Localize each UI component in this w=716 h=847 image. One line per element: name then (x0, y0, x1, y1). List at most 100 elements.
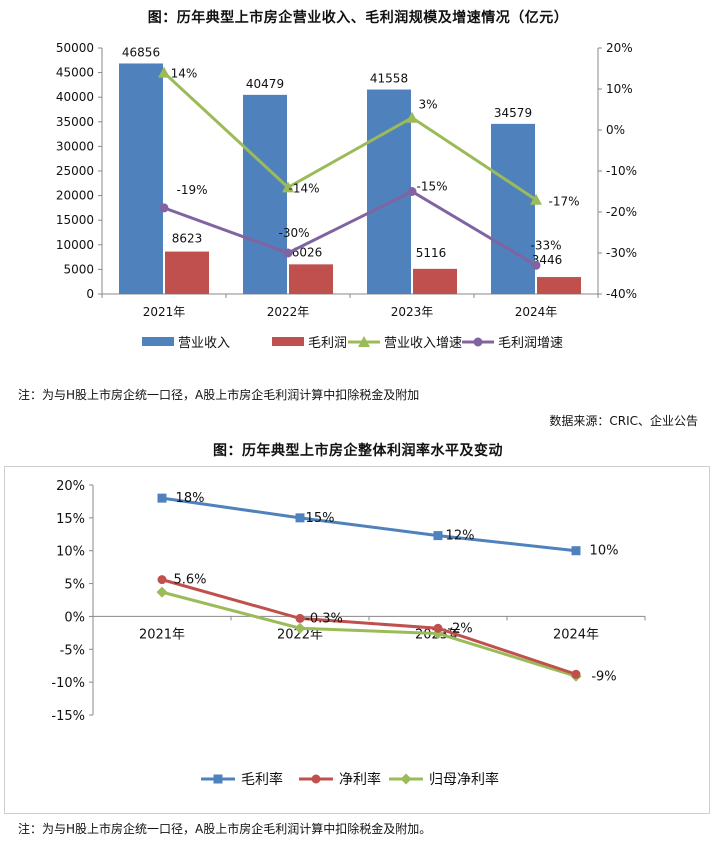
gross-margin-label: 18% (176, 491, 205, 506)
chart1-category-label: 2021年 (143, 305, 186, 319)
chart1-left-tick-label: 5000 (63, 262, 94, 276)
gross-profit-growth-label: -33% (530, 238, 561, 252)
chart1-left-tick-label: 50000 (56, 41, 94, 55)
net-margin-point (433, 623, 443, 633)
revenue-bar-label: 34579 (494, 106, 532, 120)
chart2-legend-marker (213, 774, 223, 784)
revenue-growth-point (530, 193, 542, 205)
net-margin-label: -9% (591, 669, 616, 684)
revenue-bar (243, 94, 287, 294)
chart2-y-tick-label: -5% (60, 643, 85, 658)
gross-profit-growth-point (531, 260, 541, 270)
data-source: 数据来源：CRIC、企业公告 (549, 414, 698, 428)
net-margin-label: -0.3% (305, 611, 343, 626)
chart1-revenue-profit: 0 5000 10000 15000 20000 25000 30000 35000 40000… (56, 41, 637, 351)
chart1-left-tick-label: 30000 (56, 139, 94, 153)
gross-profit-growth-label: -19% (176, 183, 207, 197)
chart1-left-tick-label: 25000 (56, 164, 94, 178)
chart1-left-tick-label: 40000 (56, 90, 94, 104)
revenue-growth-point (406, 111, 418, 123)
gross-margin-label: 12% (446, 529, 475, 544)
chart1-title: 图：历年典型上市房企营业收入、毛利润规模及增速情况（亿元） (147, 10, 569, 26)
revenue-growth-point (158, 66, 170, 78)
gross-profit-bar (537, 277, 581, 294)
revenue-growth-label: 3% (418, 98, 437, 112)
net-margin-point (157, 575, 167, 585)
revenue-bar-label: 41558 (370, 72, 408, 86)
chart1-left-tick-label: 0 (86, 287, 94, 301)
chart1-right-tick-label: 20% (606, 41, 633, 55)
chart2-y-tick-label: 20% (56, 479, 85, 494)
net-margin-line (161, 578, 577, 676)
chart2-legend-marker (400, 773, 412, 785)
gross-profit-growth-label: -30% (278, 226, 309, 240)
chart1-legend-label: 营业收入增速 (384, 336, 462, 351)
chart2-title: 图：历年典型上市房企整体利润率水平及变动 (213, 443, 503, 459)
gross-margin-label: 10% (590, 544, 619, 559)
gross-profit-bar-label: 5116 (416, 246, 447, 260)
gross-profit-bar (165, 251, 209, 294)
gross-profit-growth-point (159, 203, 169, 213)
revenue-bar (491, 123, 535, 294)
revenue-growth-point (282, 181, 294, 193)
chart1-right-tick-label: 0% (606, 123, 625, 137)
chart1-left-tick-label: 20000 (56, 189, 94, 203)
chart2-legend-label: 毛利率 (241, 771, 283, 788)
chart2-frame: -15%-10%-5%0%5%10%15%20%2021年2022年2023年2… (4, 466, 710, 814)
chart2-category-label: 2022年 (277, 627, 323, 642)
revenue-growth-line (162, 71, 537, 201)
chart1-category-label: 2023年 (391, 305, 434, 319)
chart1-legend-swatch (142, 337, 174, 346)
chart1-legend-label: 毛利润 (308, 336, 347, 351)
chart1-category-label: 2024年 (515, 305, 558, 319)
gross-margin-point (157, 493, 167, 503)
note-1: 注：为与H股上市房企统一口径，A股上市房企毛利润计算中扣除税金及附加 (18, 388, 420, 402)
chart2-legend-marker (311, 774, 321, 784)
gross-profit-growth-point (407, 187, 417, 196)
net-margin-point (571, 669, 581, 679)
chart1-left-tick-label: 45000 (56, 66, 94, 80)
gross-margin-point (571, 546, 581, 556)
revenue-bar-label: 46856 (122, 45, 160, 59)
parent-net-margin-line (161, 590, 577, 678)
gross-profit-bar (289, 264, 333, 294)
chart1-left-tick-label: 15000 (56, 213, 94, 227)
gross-profit-growth-label: -15% (416, 180, 447, 194)
note-2: 注：为与H股上市房企统一口径，A股上市房企毛利润计算中扣除税金及附加。 (18, 822, 432, 836)
revenue-growth-label: -17% (548, 195, 579, 209)
revenue-bar (119, 63, 163, 295)
gross-profit-growth-line (163, 189, 537, 267)
gross-margin-label: 15% (306, 511, 335, 526)
parent-net-margin-point (156, 586, 168, 598)
chart1-legend-label: 营业收入 (178, 336, 230, 351)
chart2-margins: -15%-10%-5%0%5%10%15%20%2021年2022年2023年2… (51, 479, 646, 788)
gross-margin-point (433, 531, 443, 541)
chart1-legend-marker (358, 336, 370, 347)
chart2-y-tick-label: 0% (64, 610, 85, 625)
chart2-legend-label: 归母净利率 (429, 771, 499, 788)
gross-profit-bar-label: 8623 (172, 232, 203, 246)
chart1-right-tick-label: -10% (606, 164, 637, 178)
chart2-y-tick-label: -15% (51, 709, 85, 724)
chart2-category-label: 2021年 (139, 627, 185, 642)
chart2-y-tick-label: 15% (56, 512, 85, 527)
chart1-category-label: 2022年 (267, 305, 310, 319)
chart2-y-tick-label: 5% (64, 578, 85, 593)
chart1-legend-marker (473, 337, 483, 347)
revenue-bar-label: 40479 (246, 77, 284, 91)
gross-margin-line (161, 496, 577, 553)
net-margin-label: 5.6% (173, 573, 206, 588)
chart1-left-tick-label: 10000 (56, 238, 94, 252)
revenue-growth-label: -14% (288, 181, 319, 195)
chart2-y-tick-label: -10% (51, 676, 85, 691)
net-margin-point (295, 613, 305, 623)
gross-margin-point (295, 513, 305, 523)
chart1-legend-swatch (272, 337, 304, 346)
parent-net-margin-point (294, 622, 306, 634)
chart1-left-tick-label: 35000 (56, 115, 94, 129)
chart1-right-tick-label: 10% (606, 82, 633, 96)
chart2-y-tick-label: 10% (56, 545, 85, 560)
chart2-legend-label: 净利率 (339, 771, 381, 788)
chart1-right-tick-label: -40% (606, 287, 637, 301)
